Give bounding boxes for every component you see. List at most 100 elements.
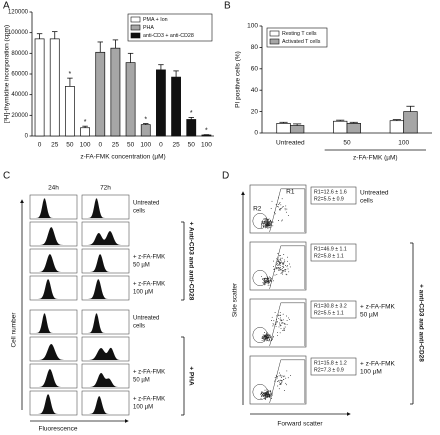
event-dot [280,317,281,319]
event-dot [282,270,284,271]
y-tick-label: 0 [254,130,258,137]
event-dot [263,339,265,341]
y-tick-label: 20 [251,108,259,115]
event-dot [282,375,284,377]
bar [276,123,291,134]
histogram [83,372,128,387]
stats-text: R2=5.5 ± 1.1 [314,310,344,316]
panel-label: B [224,1,231,12]
event-dot [268,282,270,284]
event-dot [282,322,284,324]
event-dot [263,393,265,395]
event-dot [262,223,264,225]
legend-frame [266,27,328,48]
event-dot [283,376,284,378]
column-header: 24h [48,185,59,192]
legend-label: PHA [143,25,154,31]
event-dot [267,284,269,286]
event-dot [280,319,282,321]
event-dot [263,395,264,396]
event-dot [273,269,275,271]
histogram [31,369,76,387]
event-dot [268,222,270,223]
gate-r1 [269,245,306,290]
event-dot [277,266,279,268]
event-dot [286,315,288,317]
event-dot [285,211,287,213]
event-dot [263,334,265,336]
scatter-frame [249,184,307,234]
x-tick-label: 25 [112,142,120,149]
event-dot [275,324,277,326]
row-label: 100 µM [360,369,382,376]
legend-label: Activated T cells [282,39,321,45]
x-tick-label: 25 [172,142,180,149]
event-dot [281,220,283,222]
row-label: Untreated [133,201,159,207]
event-dot [285,269,287,270]
row-label: 100 µM [133,405,153,411]
event-dot [264,222,266,224]
event-dot [279,372,280,374]
event-dot [267,283,269,285]
event-dot [268,225,270,227]
bar [389,120,405,134]
event-dot [279,314,281,316]
y-axis-label: PI positive cells (%) [235,51,242,108]
legend-swatch [130,32,141,39]
event-dot [267,337,268,339]
event-dot [267,394,269,396]
bar [65,86,75,137]
event-dot [284,324,286,326]
event-dot [284,260,286,262]
event-dot [270,222,272,224]
event-dot [263,279,264,281]
row-label: 50 µM [360,312,378,319]
event-dot [279,382,281,384]
event-dot [263,336,265,338]
row-label: 100 µM [133,290,153,296]
event-dot [265,219,267,221]
y-tick-label: 80 [251,44,259,51]
stats-text: R1=46.9 ± 1.1 [314,246,347,252]
event-dot [265,220,266,222]
event-dot [277,385,279,387]
event-dot [281,257,283,259]
event-dot [276,267,278,269]
event-dot [267,276,269,278]
event-dot [282,263,284,265]
event-dot [264,279,266,281]
event-dot [281,322,283,324]
event-dot [283,267,285,269]
event-dot [273,320,275,322]
x-tick-label: 100 [80,142,91,149]
event-dot [283,378,285,380]
event-dot [282,270,284,272]
event-dot [266,340,268,342]
event-dot [278,322,280,324]
event-dot [277,259,279,261]
event-dot [276,273,278,275]
event-dot [287,215,289,217]
gate-label: R1 [286,189,295,196]
row-label: + z-FA-FMK [133,370,165,376]
event-dot [264,280,266,282]
significance-marker: * [190,110,193,117]
event-dot [276,377,278,379]
event-dot [265,335,267,336]
event-dot [272,323,274,325]
event-dot [267,333,269,335]
legend-label: PMA + Ion [143,17,168,23]
bar [125,62,136,137]
event-dot [279,262,281,264]
event-dot [280,208,281,210]
bar [186,119,197,137]
event-dot [263,338,265,340]
row-label: + z-FA-FMK [360,361,396,368]
event-dot [268,337,270,339]
event-dot [287,268,289,270]
event-dot [270,393,272,395]
event-dot [278,326,280,328]
event-dot [271,398,273,399]
event-dot [281,267,283,269]
